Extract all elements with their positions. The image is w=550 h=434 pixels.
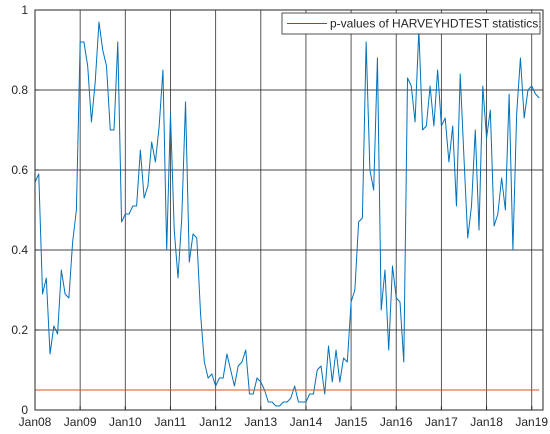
x-tick-label: Jan15 (335, 415, 368, 429)
y-axis: 0 0.2 0.4 0.6 0.8 1 (11, 3, 39, 417)
x-tick-label: Jan08 (19, 415, 52, 429)
pvalue-series-line (34, 21, 540, 407)
x-tick-label: Jan14 (290, 415, 323, 429)
x-tick-label: Jan19 (515, 415, 548, 429)
plot-background (35, 10, 543, 410)
y-tick-label: 0 (21, 403, 28, 417)
legend: p-values of HARVEYHDTEST statistics: (281, 12, 542, 35)
x-tick-label: Jan18 (470, 415, 503, 429)
plot-frame (34, 9, 544, 411)
x-tick-label: Jan11 (155, 415, 187, 429)
x-tick-label: Jan12 (199, 415, 232, 429)
x-axis: Jan08 Jan09 Jan10 Jan11 Jan12 Jan13 Jan14 Jan15… (19, 406, 548, 429)
y-tick-label: 0.8 (11, 83, 28, 97)
series-layer (34, 21, 540, 407)
x-tick-label: Jan17 (425, 415, 458, 429)
y-tick-label: 0.2 (11, 323, 28, 337)
y-tick-label: 0.4 (11, 243, 28, 257)
y-tick-label: 0.6 (11, 163, 28, 177)
x-tick-label: Jan09 (64, 415, 97, 429)
y-tick-label: 1 (21, 3, 28, 17)
x-tick-label: Jan10 (109, 415, 142, 429)
grid-lines (35, 10, 543, 410)
legend-label: p-values of HARVEYHDTEST statistics: (330, 17, 542, 31)
x-tick-label: Jan13 (244, 415, 277, 429)
legend-box (281, 12, 541, 35)
x-tick-label: Jan16 (380, 415, 413, 429)
